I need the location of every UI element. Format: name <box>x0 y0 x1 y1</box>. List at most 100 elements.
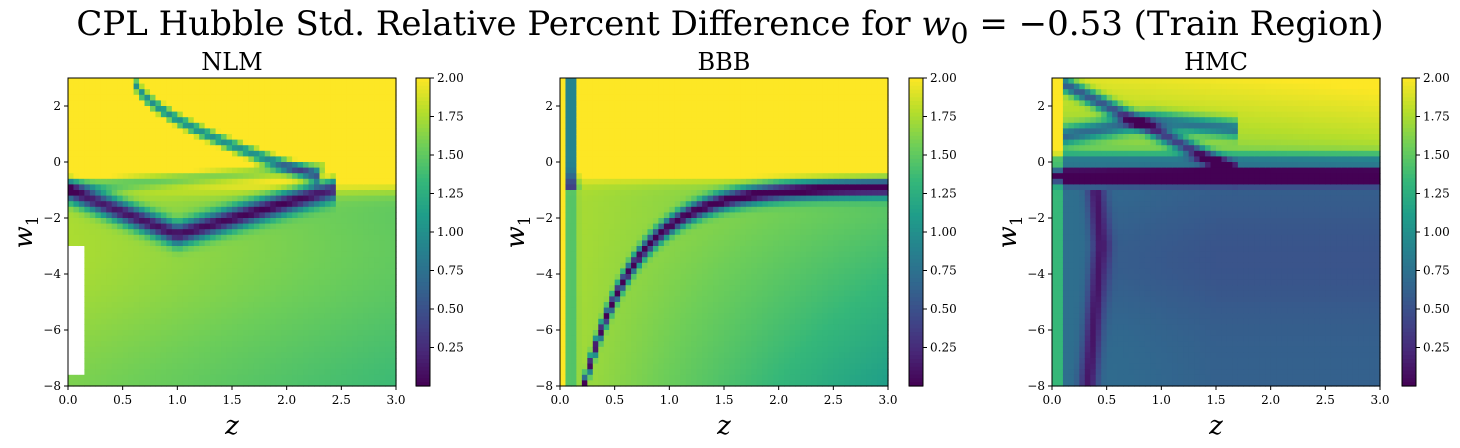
heatmap-cell <box>658 313 665 320</box>
heatmap-cell <box>166 374 173 381</box>
heatmap-cell <box>160 302 167 309</box>
heatmap-cell <box>199 302 206 309</box>
heatmap-cell <box>324 83 331 90</box>
heatmap-cell <box>128 380 135 387</box>
heatmap-cell <box>122 206 129 213</box>
heatmap-cell <box>122 167 129 174</box>
heatmap-cell <box>702 117 709 124</box>
heatmap-cell <box>385 223 392 230</box>
heatmap-cell <box>232 257 239 264</box>
heatmap-cell <box>620 257 627 264</box>
heatmap-cell <box>171 335 178 342</box>
heatmap-cell <box>106 162 113 169</box>
heatmap-cell <box>166 246 173 253</box>
heatmap-cell <box>658 178 665 185</box>
heatmap-cell <box>592 173 599 180</box>
heatmap-cell <box>182 352 189 359</box>
heatmap-cell <box>647 134 654 141</box>
heatmap-cell <box>133 156 140 163</box>
heatmap-cell <box>204 139 211 146</box>
heatmap-cell <box>341 218 348 225</box>
heatmap-cell <box>576 162 583 169</box>
heatmap-cell <box>614 173 621 180</box>
heatmap-cell <box>166 369 173 376</box>
heatmap-cell <box>281 324 288 331</box>
heatmap-cell <box>68 184 75 191</box>
colorbar-segment <box>416 347 430 352</box>
heatmap-cell <box>122 195 129 202</box>
heatmap-cell <box>133 307 140 314</box>
heatmap-cell <box>587 100 594 107</box>
heatmap-cell <box>259 156 266 163</box>
heatmap-cell <box>232 307 239 314</box>
heatmap-cell <box>341 89 348 96</box>
heatmap-cell <box>292 122 299 129</box>
heatmap-cell <box>324 184 331 191</box>
heatmap-cell <box>560 234 567 241</box>
heatmap-cell <box>581 212 588 219</box>
heatmap-cell <box>264 117 271 124</box>
heatmap-cell <box>614 246 621 253</box>
heatmap-cell <box>155 279 162 286</box>
colorbar-segment <box>416 85 430 91</box>
heatmap-cell <box>609 279 616 286</box>
heatmap-cell <box>275 167 282 174</box>
heatmap-cell <box>652 195 659 202</box>
heatmap-cell <box>68 190 75 197</box>
heatmap-cell <box>560 162 567 169</box>
heatmap-cell <box>248 246 255 253</box>
heatmap-cell <box>379 134 386 141</box>
heatmap-cell <box>379 117 386 124</box>
heatmap-cell <box>620 100 627 107</box>
heatmap-cell <box>270 341 277 348</box>
heatmap-cell <box>335 279 342 286</box>
heatmap-cell <box>177 352 184 359</box>
heatmap-cell <box>204 274 211 281</box>
heatmap-cell <box>346 268 353 275</box>
heatmap-cell <box>182 296 189 303</box>
heatmap-cell <box>275 251 282 258</box>
heatmap-cell <box>226 285 233 292</box>
heatmap-cell <box>691 206 698 213</box>
heatmap-cell <box>248 257 255 264</box>
heatmap-cell <box>330 363 337 370</box>
heatmap-cell <box>570 106 577 113</box>
heatmap-cell <box>691 302 698 309</box>
heatmap-cell <box>78 106 85 113</box>
heatmap-cell <box>576 117 583 124</box>
heatmap-cell <box>68 279 75 286</box>
heatmap-cell <box>680 201 687 208</box>
heatmap-cell <box>297 156 304 163</box>
heatmap-cell <box>139 246 146 253</box>
heatmap-cell <box>166 240 173 247</box>
colorbar-segment <box>416 359 430 364</box>
heatmap-cell <box>150 262 157 269</box>
heatmap-cell <box>598 78 605 85</box>
heatmap-cell <box>111 145 118 152</box>
heatmap-cell <box>292 341 299 348</box>
heatmap-cell <box>598 106 605 113</box>
heatmap-cell <box>155 229 162 236</box>
heatmap-cell <box>352 296 359 303</box>
heatmap-cell <box>171 195 178 202</box>
heatmap-cell <box>636 285 643 292</box>
heatmap-cell <box>647 251 654 258</box>
heatmap-cell <box>215 335 222 342</box>
heatmap-cell <box>357 274 364 281</box>
heatmap-cell <box>242 246 249 253</box>
heatmap-cell <box>73 240 80 247</box>
heatmap-cell <box>335 128 342 135</box>
heatmap-cell <box>221 178 228 185</box>
heatmap-cell <box>292 268 299 275</box>
heatmap-cell <box>100 341 107 348</box>
heatmap-cell <box>702 296 709 303</box>
heatmap-cell <box>363 223 370 230</box>
heatmap-cell <box>330 94 337 101</box>
heatmap-cell <box>188 290 195 297</box>
heatmap-cell <box>264 279 271 286</box>
heatmap-cell <box>702 229 709 236</box>
heatmap-cell <box>139 335 146 342</box>
heatmap-cell <box>78 307 85 314</box>
heatmap-cell <box>73 201 80 208</box>
heatmap-cell <box>270 195 277 202</box>
